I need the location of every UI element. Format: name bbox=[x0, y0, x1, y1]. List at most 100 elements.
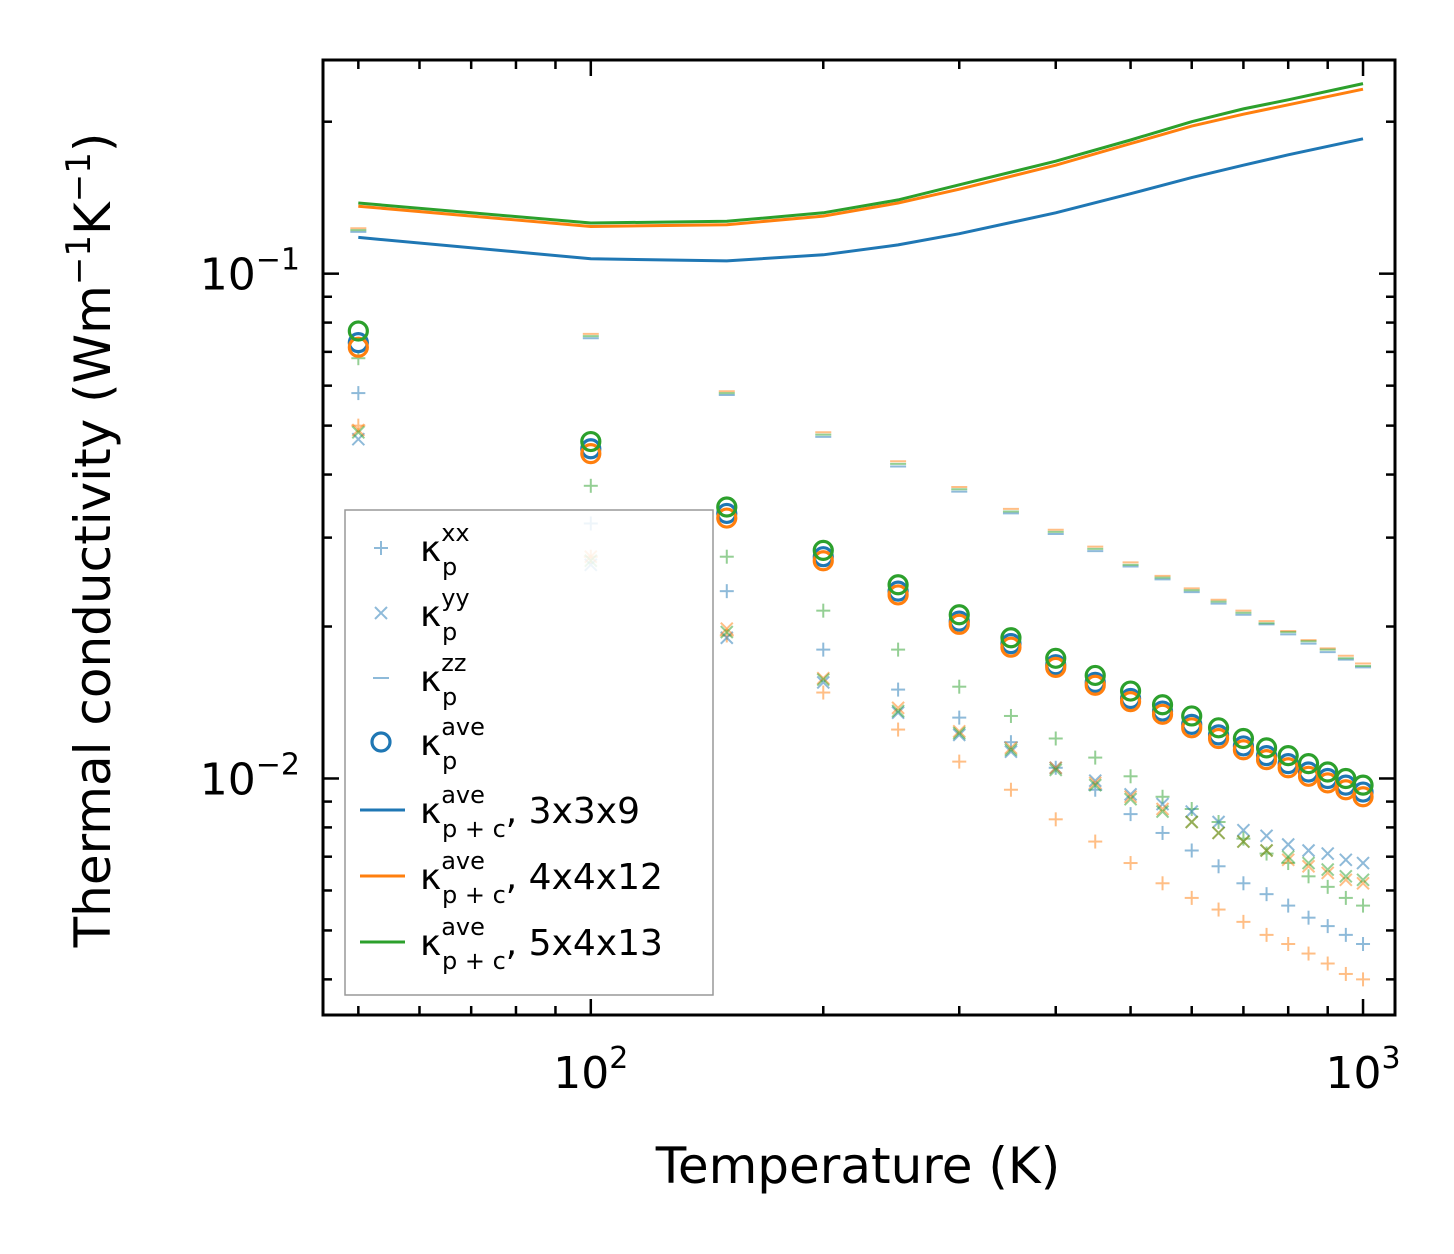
kp_xx-orange-point bbox=[1155, 876, 1170, 891]
kp_ave-orange-point bbox=[1151, 703, 1174, 725]
kp_yy-green-point-b bbox=[952, 726, 966, 740]
kp_yy-blue-point bbox=[1339, 853, 1353, 867]
kp_ave-orange-point bbox=[1232, 739, 1255, 761]
kp_yy-blue-point bbox=[1004, 744, 1018, 759]
y-axis-label-k: K bbox=[64, 201, 122, 235]
kp_xx-orange-point bbox=[719, 628, 734, 643]
kp_yy-green-point bbox=[1339, 869, 1353, 884]
kp_xx-orange-point bbox=[1211, 902, 1226, 917]
kp_yy-green-point bbox=[1356, 873, 1370, 887]
kp_yy-green-point bbox=[1211, 826, 1226, 840]
legend-label-sup: ave bbox=[441, 913, 485, 941]
legend-label-kpc_ave_5x4x13: κave p + c, 5x4x13 bbox=[420, 913, 663, 975]
kp_xx-blue-point bbox=[816, 642, 831, 657]
kp_yy-blue-point bbox=[1301, 843, 1316, 858]
kp_yy-green-point bbox=[1049, 763, 1063, 777]
kp_yy-green-point bbox=[1155, 804, 1170, 819]
x-tick-label-100: 102 bbox=[553, 1041, 628, 1099]
kp_yy-orange-point-b bbox=[351, 423, 366, 437]
kp_ave-green-point bbox=[1277, 745, 1299, 767]
kp_ave-orange-point bbox=[1181, 717, 1203, 739]
kp_yy-green-point bbox=[1236, 834, 1251, 849]
kp_yy-green-point-b bbox=[1004, 743, 1018, 757]
y-tick-label-0.01-exp: −2 bbox=[256, 747, 300, 782]
kp_ave-green-point bbox=[1119, 680, 1142, 702]
kp_yy-green-point-b bbox=[1185, 815, 1199, 829]
legend-label-suffix: , 3x3x9 bbox=[506, 791, 640, 832]
legend-label-base: κ bbox=[420, 923, 441, 964]
y-axis-label-close: ) bbox=[64, 133, 122, 153]
kp_yy-blue-point-b bbox=[1211, 815, 1226, 829]
kp_yy-orange-point bbox=[1004, 741, 1018, 755]
legend-label-sup: ave bbox=[441, 847, 485, 875]
legend-label-suffix: , 4x4x12 bbox=[506, 857, 663, 898]
kp_yy-orange-point bbox=[1301, 859, 1316, 873]
kp_xx-blue-point bbox=[891, 682, 906, 697]
kp_xx-green-point bbox=[583, 478, 598, 493]
kp_xx-green-point bbox=[1123, 769, 1138, 784]
legend-label-base: κ bbox=[420, 659, 441, 700]
kp_ave-green-point bbox=[1045, 647, 1067, 669]
legend-handle-kp_yy bbox=[374, 606, 388, 620]
kp_yy-green-point-b bbox=[1049, 763, 1063, 777]
y-axis-label-exp1: −1 bbox=[59, 235, 99, 285]
kp_ave-orange-point bbox=[347, 336, 369, 358]
kp_ave-green-point bbox=[347, 320, 369, 342]
kp_yy-blue-point bbox=[891, 705, 905, 720]
kp_yy-green-point-b bbox=[891, 704, 905, 718]
y-axis-label: Thermal conductivity (Wm−1K−1) bbox=[59, 133, 122, 949]
kp_xx-green-point bbox=[952, 679, 967, 694]
kp_ave-green-point bbox=[580, 430, 602, 453]
kp_ave-orange-point bbox=[1084, 674, 1106, 696]
kp_yy-green-point bbox=[351, 425, 366, 440]
kp_ave-green-point bbox=[887, 574, 909, 596]
kp_xx-orange-point bbox=[891, 722, 906, 737]
kp_ave-orange-point bbox=[1297, 765, 1320, 787]
kp_yy-blue-point-b bbox=[1259, 829, 1274, 843]
kp_xx-blue-point bbox=[1259, 887, 1274, 902]
legend-label-kp_zz: κzz p bbox=[420, 649, 466, 711]
kp_xx-blue-point bbox=[952, 710, 967, 725]
kp_xx-blue-point bbox=[1356, 937, 1371, 952]
kp_xx-green-point bbox=[1236, 831, 1251, 846]
legend-box bbox=[344, 509, 714, 996]
kp_ave-orange-point bbox=[1255, 748, 1278, 771]
kp_yy-orange-point-b bbox=[1004, 741, 1018, 755]
kp_xx-green-point bbox=[1320, 879, 1335, 894]
kp_xx-orange-point bbox=[1048, 812, 1063, 827]
kp_xx-blue-point bbox=[1320, 919, 1335, 934]
kp_yy-green-point bbox=[1281, 849, 1295, 864]
kp_xx-blue-point bbox=[351, 386, 366, 401]
kp_yy-green-point-b bbox=[1088, 778, 1102, 792]
kp_yy-blue-point-b bbox=[1088, 773, 1102, 788]
kp_yy-blue-point bbox=[1320, 846, 1335, 861]
kp_ave-orange-point bbox=[1277, 757, 1299, 779]
kp_yy-green-point-b bbox=[351, 425, 366, 440]
kp_xx-orange-point bbox=[1356, 972, 1371, 987]
kp_yy-orange-point-b bbox=[1301, 859, 1316, 873]
kp_ave-orange-point bbox=[1207, 727, 1230, 750]
legend-handle-kp_xx bbox=[374, 541, 388, 555]
kp_ave-green-point bbox=[1084, 664, 1106, 687]
kp_xx-green-point bbox=[816, 603, 831, 618]
kp_yy-green-point bbox=[816, 672, 830, 687]
kp_yy-orange-point bbox=[1049, 761, 1063, 775]
kp_yy-blue-point-b bbox=[1301, 843, 1316, 858]
kp_yy-green-point-b bbox=[1155, 804, 1170, 819]
kp_xx-green-point bbox=[1048, 731, 1063, 746]
kp_yy-orange-point bbox=[720, 622, 734, 636]
kp_xx-green-point bbox=[1338, 890, 1353, 905]
kp_yy-blue-point-b bbox=[1185, 804, 1199, 819]
kp_yy-blue-point bbox=[1088, 773, 1102, 788]
legend-label-kp_xx: κxx p bbox=[420, 519, 470, 581]
legend-label-base: κ bbox=[420, 529, 441, 570]
kp_yy-green-point-b bbox=[1259, 843, 1274, 858]
kp_yy-green-point bbox=[952, 726, 966, 740]
kp_xx-blue-point bbox=[1338, 927, 1353, 942]
kp_yy-green-point-b bbox=[1236, 834, 1251, 849]
kp_yy-orange-point-b bbox=[1155, 802, 1170, 816]
kp_yy-blue-point-b bbox=[1356, 856, 1370, 870]
kp_xx-green-point bbox=[891, 642, 906, 657]
legend-label-base: κ bbox=[420, 791, 441, 832]
